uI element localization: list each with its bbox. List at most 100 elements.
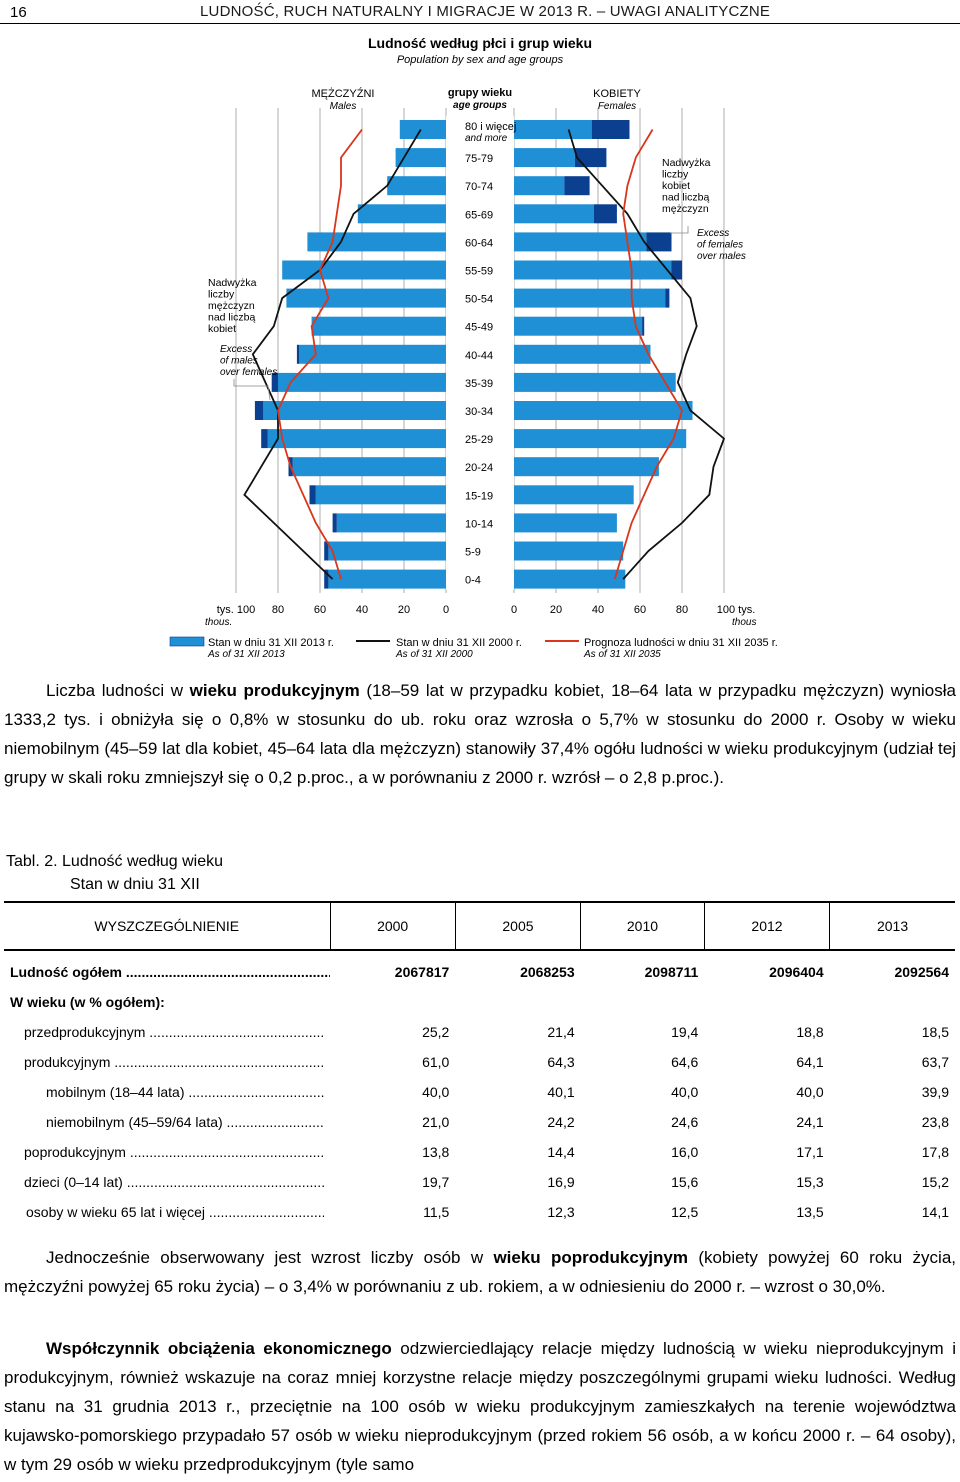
table-cell: 15,2 (921, 1174, 949, 1190)
leader-dots (185, 1084, 324, 1100)
table-cell: 15,6 (671, 1174, 699, 1190)
table-cell: 11,5 (423, 1204, 450, 1220)
row-label-text: poprodukcyjnym (24, 1144, 126, 1160)
male-excess-bar (309, 485, 316, 505)
row-label-text: przedprodukcyjnym (24, 1024, 146, 1040)
age-axis-title: grupy wieku (448, 87, 512, 99)
row-label: produkcyjnym (4, 1047, 330, 1077)
male-bar (278, 372, 446, 392)
male-excess-bar (324, 569, 329, 589)
page-header: 16 LUDNOŚĆ, RUCH NATURALNY I MIGRACJE W … (0, 0, 960, 26)
paragraph-bold: wieku poprodukcyjnym (493, 1248, 688, 1267)
female-bar (514, 513, 617, 533)
table-cell: 64,1 (796, 1054, 824, 1070)
male-bar (299, 344, 446, 364)
excess-females-note-en: of females (697, 240, 743, 251)
males-label-en: Males (330, 101, 357, 112)
leader-dots (223, 1114, 324, 1130)
paragraph-text: odzwierciedlający relacje między ludnośc… (4, 1339, 956, 1474)
age-axis-title-en: age groups (453, 100, 507, 111)
x-tick-label: 20 (550, 604, 562, 616)
female-excess-bar (591, 120, 630, 139)
age-group-label: 70-74 (465, 181, 493, 193)
table-cell: 16,9 (547, 1174, 575, 1190)
note-pointer (670, 226, 689, 234)
excess-males-note-en: Excess (220, 344, 252, 355)
x-tick-label: 80 (676, 604, 688, 616)
table-cell: 15,3 (796, 1174, 824, 1190)
paragraph-post-working-age: Jednocześnie obserwowany jest wzrost lic… (4, 1243, 956, 1301)
age-group-label: 5-9 (465, 547, 481, 559)
age-group-label: 50-54 (465, 294, 493, 306)
male-bar (286, 288, 446, 308)
x-tick-label: 80 (272, 604, 284, 616)
table-row: niemobilnym (45–59/64 lata) 21,0 24,2 24,6 2… (4, 1107, 955, 1137)
age-group-label: 75-79 (465, 153, 493, 165)
male-excess-bar (271, 372, 278, 392)
table-cell: 14,1 (921, 1204, 949, 1220)
x-tick-label: 0 (511, 604, 517, 616)
population-by-age-table: WYSZCZEGÓLNIENIE 2000 2005 2010 2012 201… (4, 901, 955, 1227)
paragraph-dependency-ratio: Współczynnik obciążenia ekonomicznego od… (4, 1334, 956, 1479)
legend-label-en: As of 31 XII 2013 (207, 649, 285, 660)
male-bar (263, 401, 446, 420)
male-excess-bar (296, 344, 299, 364)
male-bar (387, 176, 446, 196)
female-bar (514, 148, 575, 168)
x-tick-label: 60 (314, 604, 326, 616)
chart-lines (243, 128, 726, 580)
row-label-text: Ludność ogółem (10, 964, 122, 980)
table-cell: 16,0 (671, 1144, 699, 1160)
table-header-cell: 2010 (580, 901, 705, 951)
male-bar (315, 485, 446, 505)
excess-females-note: liczby (662, 169, 689, 181)
table-cell: 21,0 (422, 1114, 450, 1130)
table-header-cell: 2000 (329, 901, 456, 951)
paragraph-text: (18–59 lat w przypadku kobiet, 18–64 lat… (4, 681, 956, 787)
paragraph-bold: wieku produkcyjnym (189, 681, 360, 700)
female-excess-bar (564, 176, 590, 196)
table-cell: 61,0 (422, 1054, 450, 1070)
age-group-label: 45-49 (465, 322, 493, 334)
excess-males-note-en: over females (220, 367, 277, 378)
age-group-label: 40-44 (465, 350, 493, 362)
age-group-label: 80 i więcej (465, 121, 516, 133)
table-row: poprodukcyjnym 13,8 14,4 16,0 17,1 17,8 (4, 1137, 955, 1167)
table-cell: 25,2 (422, 1024, 450, 1040)
table-cell: 40,0 (796, 1084, 824, 1100)
female-bar (514, 344, 651, 364)
female-bar (514, 372, 676, 392)
chart-legend: Stan w dniu 31 XII 2013 r.As of 31 XII 2… (169, 636, 778, 660)
excess-males-note: liczby (208, 289, 235, 301)
paragraph-text: Liczba ludności w (46, 681, 190, 700)
chart-bars (254, 120, 693, 589)
table-row: osoby w wieku 65 lat i więcej 11,5 12,3 12,… (4, 1197, 955, 1227)
excess-males-note-en: of males (220, 356, 258, 367)
age-group-label: 25-29 (465, 434, 493, 446)
table-cell: 2096404 (769, 964, 824, 980)
row-label-text: produkcyjnym (24, 1054, 111, 1070)
females-label-en: Females (598, 101, 636, 112)
table-cell: 14,4 (547, 1144, 575, 1160)
legend-label: Prognoza ludności w dniu 31 XII 2035 r. (584, 637, 778, 649)
age-group-label: 15-19 (465, 490, 493, 502)
male-bar (267, 429, 446, 449)
table-cell: 17,1 (796, 1144, 824, 1160)
x-tick-label: tys. 100 (217, 604, 256, 616)
table-row: Ludność ogółem 2067817 2068253 2098711 2… (4, 950, 955, 987)
table-header-cell: 2005 (454, 901, 581, 951)
male-bar (328, 569, 446, 589)
x-tick-label: 40 (592, 604, 604, 616)
female-excess-bar (642, 316, 645, 336)
table-cell: 19,7 (422, 1174, 450, 1190)
table-cell: 2068253 (520, 964, 575, 980)
legend-label: Stan w dniu 31 XII 2013 r. (208, 637, 334, 649)
female-bar (514, 176, 565, 196)
x-axis: tys. 100 80 60 40 20 0 0 20 40 60 80 100 tys. thous.… (205, 604, 756, 628)
table-header-cell: 2013 (829, 901, 955, 951)
age-group-label: 30-34 (465, 406, 493, 418)
excess-males-note: kobiet (208, 323, 236, 335)
row-label: osoby w wieku 65 lat i więcej (4, 1197, 330, 1227)
male-bar (336, 513, 446, 533)
